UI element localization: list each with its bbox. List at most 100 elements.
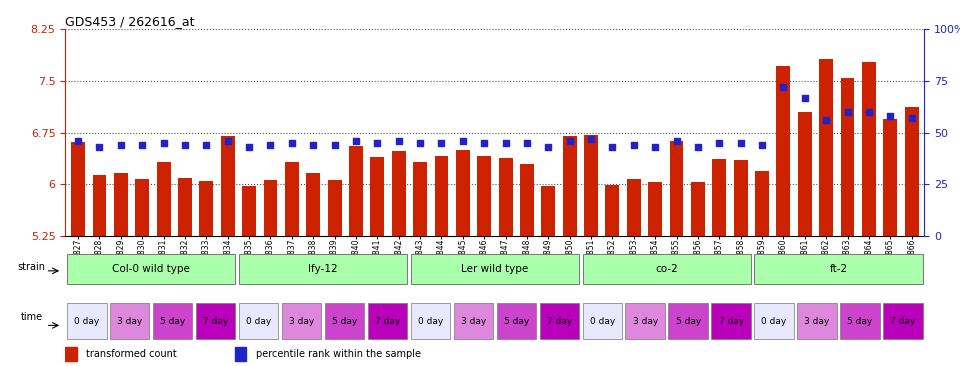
- Text: 3 day: 3 day: [117, 317, 142, 326]
- FancyBboxPatch shape: [239, 254, 407, 284]
- Text: 5 day: 5 day: [504, 317, 529, 326]
- Point: [370, 140, 385, 146]
- FancyBboxPatch shape: [840, 303, 879, 339]
- Bar: [541, 186, 555, 236]
- Text: 7 day: 7 day: [890, 317, 916, 326]
- Text: 3 day: 3 day: [804, 317, 829, 326]
- FancyBboxPatch shape: [755, 254, 923, 284]
- Bar: [392, 151, 406, 236]
- FancyBboxPatch shape: [540, 303, 579, 339]
- Bar: [498, 158, 513, 236]
- Text: 7 day: 7 day: [718, 317, 744, 326]
- Text: 3 day: 3 day: [633, 317, 658, 326]
- Point: [455, 138, 470, 144]
- Bar: [285, 162, 299, 236]
- Point: [348, 138, 364, 144]
- Bar: [670, 141, 684, 236]
- Text: 7 day: 7 day: [546, 317, 572, 326]
- Text: 3 day: 3 day: [461, 317, 486, 326]
- Text: 5 day: 5 day: [160, 317, 185, 326]
- Bar: [413, 162, 427, 236]
- Bar: [242, 186, 256, 236]
- Point: [220, 138, 235, 144]
- Point: [819, 117, 834, 123]
- Point: [797, 94, 812, 100]
- Point: [413, 140, 428, 146]
- Text: ft-2: ft-2: [829, 264, 848, 274]
- Text: Col-0 wild type: Col-0 wild type: [112, 264, 190, 274]
- Bar: [92, 175, 107, 236]
- Text: GDS453 / 262616_at: GDS453 / 262616_at: [65, 15, 195, 28]
- FancyBboxPatch shape: [883, 303, 923, 339]
- Bar: [114, 173, 128, 236]
- Bar: [691, 182, 705, 236]
- Point: [605, 144, 620, 150]
- Point: [284, 140, 300, 146]
- Bar: [371, 157, 384, 236]
- Point: [70, 138, 85, 144]
- Point: [498, 140, 514, 146]
- Bar: [777, 66, 790, 236]
- Point: [113, 142, 129, 148]
- Bar: [584, 135, 598, 236]
- FancyBboxPatch shape: [411, 254, 579, 284]
- Text: 5 day: 5 day: [676, 317, 701, 326]
- Point: [584, 136, 599, 142]
- Text: strain: strain: [17, 262, 46, 272]
- Point: [199, 142, 214, 148]
- Point: [241, 144, 256, 150]
- Bar: [756, 171, 769, 236]
- Bar: [135, 179, 149, 236]
- Text: 0 day: 0 day: [418, 317, 444, 326]
- FancyBboxPatch shape: [196, 303, 235, 339]
- Text: 0 day: 0 day: [74, 317, 100, 326]
- FancyBboxPatch shape: [110, 303, 150, 339]
- Point: [755, 142, 770, 148]
- Text: 7 day: 7 day: [374, 317, 400, 326]
- FancyBboxPatch shape: [411, 303, 450, 339]
- Point: [92, 144, 108, 150]
- Bar: [156, 162, 171, 236]
- Text: time: time: [20, 312, 43, 322]
- Bar: [435, 156, 448, 236]
- FancyBboxPatch shape: [496, 303, 536, 339]
- Point: [733, 140, 749, 146]
- Point: [178, 142, 193, 148]
- Bar: [733, 160, 748, 236]
- Bar: [71, 142, 85, 236]
- Text: 0 day: 0 day: [761, 317, 787, 326]
- Bar: [200, 181, 213, 236]
- FancyBboxPatch shape: [798, 303, 837, 339]
- Point: [562, 138, 577, 144]
- Point: [626, 142, 641, 148]
- Point: [904, 115, 920, 121]
- Bar: [841, 78, 854, 236]
- Point: [434, 140, 449, 146]
- Bar: [327, 180, 342, 236]
- Bar: [178, 178, 192, 236]
- Text: lfy-12: lfy-12: [308, 264, 338, 274]
- Bar: [263, 180, 277, 236]
- Bar: [221, 136, 234, 236]
- Point: [540, 144, 556, 150]
- Text: 5 day: 5 day: [848, 317, 873, 326]
- Bar: [306, 173, 320, 236]
- FancyBboxPatch shape: [711, 303, 751, 339]
- FancyBboxPatch shape: [67, 303, 107, 339]
- Text: co-2: co-2: [656, 264, 678, 274]
- Bar: [520, 164, 534, 236]
- Point: [327, 142, 343, 148]
- Point: [519, 140, 535, 146]
- Text: transformed count: transformed count: [86, 349, 177, 359]
- Bar: [883, 119, 898, 236]
- FancyBboxPatch shape: [626, 303, 665, 339]
- Text: 5 day: 5 day: [332, 317, 357, 326]
- FancyBboxPatch shape: [153, 303, 192, 339]
- FancyBboxPatch shape: [368, 303, 407, 339]
- Point: [156, 140, 171, 146]
- Point: [476, 140, 492, 146]
- Text: Ler wild type: Ler wild type: [461, 264, 529, 274]
- Point: [263, 142, 278, 148]
- Bar: [349, 146, 363, 236]
- FancyBboxPatch shape: [583, 303, 622, 339]
